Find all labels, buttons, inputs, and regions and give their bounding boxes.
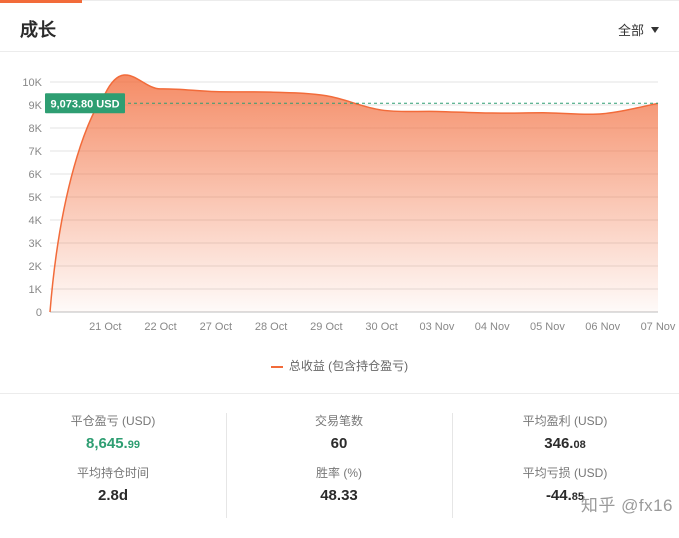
y-tick-label: 1K bbox=[29, 284, 43, 296]
x-tick-label: 06 Nov bbox=[585, 321, 620, 333]
panel-header: 成长 全部 bbox=[0, 0, 679, 52]
x-tick-label: 29 Oct bbox=[310, 321, 342, 333]
x-tick-label: 27 Oct bbox=[200, 321, 232, 333]
avg-loss-label: 平均亏损 (USD) bbox=[522, 466, 608, 480]
chart-legend[interactable]: 总收益 (包含持仓盈亏) bbox=[0, 357, 679, 374]
trades-value: 60 bbox=[330, 435, 348, 452]
x-tick-label: 03 Nov bbox=[419, 321, 454, 333]
legend-label: 总收益 (包含持仓盈亏) bbox=[288, 359, 409, 373]
avg-profit-label: 平均盈利 (USD) bbox=[522, 414, 608, 428]
y-tick-label: 2K bbox=[29, 261, 43, 273]
avg-hold-value: 2.8d bbox=[97, 487, 128, 504]
y-tick-label: 10K bbox=[22, 77, 42, 89]
trades-label: 交易笔数 bbox=[314, 414, 363, 428]
avg-loss-value: -44.85 bbox=[452, 485, 678, 507]
x-tick-label: 05 Nov bbox=[530, 321, 565, 333]
x-tick-label: 22 Oct bbox=[144, 321, 176, 333]
winrate-label: 胜率 (%) bbox=[316, 466, 362, 480]
y-tick-label: 4K bbox=[29, 215, 43, 227]
range-filter-label: 全部 bbox=[617, 23, 644, 38]
y-tick-label: 5K bbox=[29, 192, 43, 204]
range-filter-dropdown[interactable]: 全部 bbox=[618, 20, 659, 39]
stats-column-2: 交易笔数 60 胜率 (%) 48.33 bbox=[226, 413, 452, 517]
reference-label: 9,073.80 USD bbox=[50, 98, 119, 110]
closed-pnl-dec: 99 bbox=[127, 439, 140, 451]
growth-chart: 0 1K 2K 3K 4K 5K 6K 7K 8K 9K 10K 9,073.80 USD 21 Oct… bbox=[0, 60, 679, 380]
x-tick-label: 04 Nov bbox=[475, 321, 510, 333]
column-separator bbox=[452, 413, 453, 518]
top-accent-bar bbox=[0, 0, 82, 3]
series-area bbox=[50, 74, 658, 312]
x-tick-label: 28 Oct bbox=[255, 321, 287, 333]
avg-hold-label: 平均持仓时间 bbox=[76, 466, 149, 480]
y-tick-label: 6K bbox=[29, 169, 43, 181]
y-tick-label: 0 bbox=[36, 307, 42, 319]
stats-column-3: 平均盈利 (USD) 346.08 平均亏损 (USD) -44.85 bbox=[452, 413, 678, 517]
panel-title: 成长 bbox=[20, 20, 56, 40]
growth-chart-svg: 0 1K 2K 3K 4K 5K 6K 7K 8K 9K 10K 9,073.80 USD 21 Oct… bbox=[22, 74, 676, 333]
legend-swatch bbox=[270, 365, 283, 368]
avg-profit-int: 346. bbox=[544, 435, 574, 452]
stats-column-1: 平仓盈亏 (USD) 8,645.99 平均持仓时间 2.8d bbox=[0, 413, 226, 517]
y-tick-label: 8K bbox=[29, 123, 43, 135]
avg-profit-value: 346.08 bbox=[452, 433, 678, 455]
x-tick-label: 30 Oct bbox=[365, 321, 397, 333]
avg-loss-int: -44. bbox=[545, 487, 572, 504]
top-border bbox=[82, 0, 679, 1]
avg-loss-dec: 85 bbox=[571, 491, 585, 503]
stats-panel: 平仓盈亏 (USD) 8,645.99 平均持仓时间 2.8d 交易笔数 60 … bbox=[0, 405, 679, 525]
section-divider bbox=[0, 393, 679, 394]
column-separator bbox=[226, 413, 227, 518]
closed-pnl-int: 8,645. bbox=[86, 435, 128, 452]
y-tick-label: 7K bbox=[29, 146, 43, 158]
closed-pnl-value: 8,645.99 bbox=[0, 433, 226, 455]
avg-profit-dec: 08 bbox=[573, 439, 586, 451]
y-tick-label: 9K bbox=[29, 100, 43, 112]
y-tick-label: 3K bbox=[29, 238, 43, 250]
closed-pnl-label: 平仓盈亏 (USD) bbox=[70, 414, 156, 428]
caret-down-icon bbox=[651, 26, 659, 33]
x-tick-label: 07 Nov bbox=[641, 321, 676, 333]
reference-badge bbox=[45, 93, 125, 114]
series-line bbox=[49, 74, 659, 313]
watermark: 知乎 @fx16 bbox=[580, 496, 673, 515]
x-tick-label: 21 Oct bbox=[89, 321, 121, 333]
winrate-value: 48.33 bbox=[320, 487, 358, 504]
